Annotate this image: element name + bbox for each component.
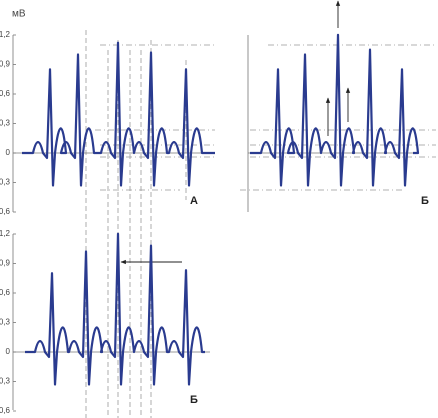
y-tick-label: 0,9 bbox=[0, 60, 11, 69]
y-tick-label: 0,9 bbox=[0, 259, 11, 268]
y-tick-label: 0 bbox=[6, 347, 11, 356]
y-tick-label: 0 bbox=[6, 148, 11, 157]
y-tick-label: 0,6 bbox=[0, 288, 11, 297]
y-tick-label: - 0,6 bbox=[0, 207, 11, 216]
ecg-trace bbox=[250, 33, 420, 187]
y-tick-label: 0,3 bbox=[0, 318, 11, 327]
guides bbox=[12, 0, 436, 418]
panel-label: Б bbox=[190, 394, 198, 406]
panel-label: А bbox=[190, 195, 198, 207]
unit: мВ bbox=[12, 9, 26, 20]
y-tick-label: 1,2 bbox=[0, 229, 11, 238]
y-tick-label: - 0,3 bbox=[0, 178, 11, 187]
panel-label: Б bbox=[421, 195, 429, 207]
y-tick-label: 0,6 bbox=[0, 89, 11, 98]
y-tick-label: 0,3 bbox=[0, 119, 11, 128]
y-tick-label: - 0,6 bbox=[0, 406, 11, 415]
y-tick-label: - 0,3 bbox=[0, 377, 11, 386]
ecg-trace bbox=[25, 232, 205, 386]
y-tick-label: 1,2 bbox=[0, 30, 11, 39]
ecg-trace bbox=[22, 41, 215, 187]
